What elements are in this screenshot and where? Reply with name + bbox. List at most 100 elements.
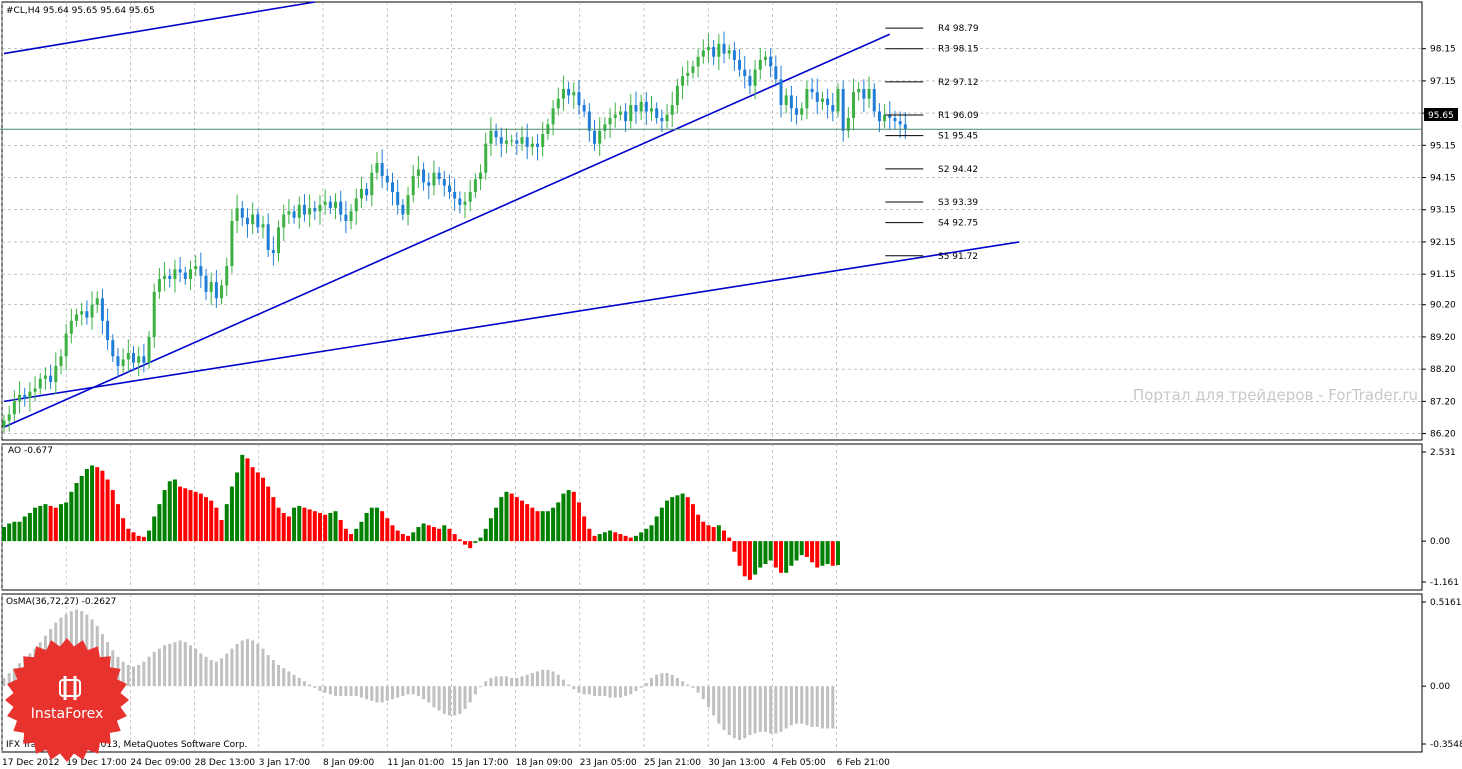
ao-bar — [115, 504, 120, 542]
candle-body — [639, 101, 643, 112]
candle-body — [515, 140, 519, 144]
ao-bar — [229, 486, 234, 542]
candle-body — [106, 320, 110, 341]
osma-bar — [396, 686, 400, 698]
ao-bar — [266, 486, 271, 542]
osma-bar — [416, 686, 420, 696]
osma-bar — [344, 686, 348, 696]
candle-body — [536, 143, 540, 147]
ao-bar — [261, 477, 265, 542]
ao-bar — [100, 470, 105, 542]
trendline[interactable] — [3, 241, 1020, 403]
candle-body — [810, 88, 814, 93]
ao-bar — [608, 530, 613, 542]
osma-bar — [826, 686, 830, 729]
ao-bar — [235, 472, 240, 542]
candle-body — [282, 214, 286, 228]
ao-bar — [349, 534, 354, 542]
candle-body — [675, 85, 679, 106]
ao-bar — [810, 541, 815, 563]
osma-bar — [546, 669, 550, 687]
osma-bar — [758, 686, 762, 732]
osma-bar — [334, 686, 338, 696]
time-tick-label: 23 Jan 05:00 — [580, 758, 637, 768]
panel-frame — [1, 1, 1423, 441]
trendline[interactable] — [3, 1, 315, 55]
ao-bar — [12, 521, 17, 542]
pivot-label: S3 93.39 — [938, 198, 978, 208]
candle-body — [867, 88, 871, 99]
ao-bar — [286, 516, 291, 542]
candle-body — [572, 92, 576, 96]
ao-bar — [364, 512, 369, 542]
candle-body — [836, 88, 840, 112]
ao-bar — [716, 525, 721, 542]
ao-bar — [431, 527, 436, 542]
symbol-header: #CL,H4 95.64 95.65 95.64 95.65 — [6, 6, 155, 16]
osma-bar — [214, 661, 218, 687]
ao-bar — [613, 532, 618, 542]
ao-bar — [722, 530, 727, 542]
candle-body — [199, 266, 203, 276]
osma-bar — [261, 648, 265, 687]
candle-body — [593, 130, 597, 144]
ao-bar — [820, 541, 825, 566]
candle-body — [204, 275, 208, 292]
candle-body — [214, 282, 218, 299]
instaforex-logo-text: InstaForex — [31, 706, 104, 722]
trendline[interactable] — [3, 33, 891, 428]
osma-bar — [157, 648, 161, 687]
candle-body — [90, 304, 94, 318]
price-tick-label: 95.15 — [1430, 141, 1456, 151]
osma-bar — [681, 681, 685, 687]
osma-bar — [774, 686, 778, 734]
candle-body — [618, 111, 622, 115]
candle-body — [43, 375, 47, 379]
osma-bar — [561, 679, 565, 687]
osma-bar — [660, 673, 664, 687]
candle-body — [660, 117, 664, 122]
osma-bar — [769, 686, 773, 734]
osma-title: OsMA(36,72,27) -0.2627 — [6, 597, 116, 607]
candle-body — [479, 172, 483, 180]
candle-body — [427, 182, 431, 186]
copyright-text: IFX Trader, © 2001-2013, MetaQuotes Soft… — [6, 740, 247, 750]
ao-bar — [447, 528, 452, 542]
osma-tick-label: -0.3548 — [1430, 740, 1462, 750]
candle-body — [712, 47, 716, 57]
ao-bar — [188, 490, 193, 542]
candle-body — [903, 124, 907, 130]
time-tick-label: 3 Jan 17:00 — [259, 758, 311, 768]
price-tick-label: 89.20 — [1430, 333, 1456, 343]
osma-bar — [510, 677, 514, 687]
ao-bar — [317, 512, 322, 542]
osma-bar — [437, 686, 441, 711]
current-price-text: 95.65 — [1428, 111, 1454, 121]
osma-bar — [748, 686, 752, 736]
osma-bar — [634, 686, 638, 692]
candle-body — [349, 211, 353, 221]
candle-body — [722, 43, 726, 54]
osma-bar — [188, 645, 192, 687]
candle-body — [727, 50, 731, 54]
ao-bar — [198, 493, 203, 542]
osma-bar — [686, 684, 690, 687]
candle-body — [152, 291, 156, 337]
ao-bar — [654, 516, 659, 542]
candle-body — [168, 275, 172, 279]
ao-tick-label: -1.161 — [1430, 578, 1459, 588]
candle-body — [2, 420, 6, 428]
candle-body — [473, 179, 477, 193]
osma-bar — [593, 686, 597, 696]
ao-tick-label: 2.531 — [1430, 448, 1456, 458]
osma-bar — [370, 686, 374, 701]
ao-bar — [571, 491, 576, 542]
ao-bar — [204, 497, 209, 542]
candle-body — [277, 227, 281, 254]
osma-bar — [572, 686, 576, 690]
osma-bar — [230, 648, 234, 687]
osma-bar — [266, 655, 270, 687]
current-price-badge — [1424, 108, 1458, 121]
osma-bar — [763, 686, 767, 732]
